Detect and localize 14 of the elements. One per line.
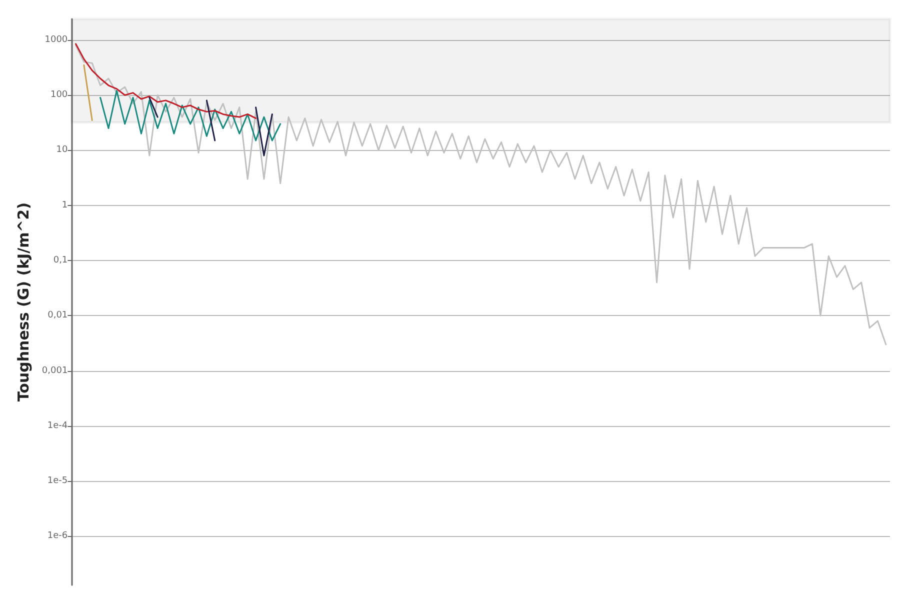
line-series: [100, 90, 282, 142]
line-series: [75, 43, 257, 120]
y-tick-label: 0,001: [42, 366, 68, 376]
y-tick-label: 1000: [44, 34, 68, 45]
y-tick-label: 0,1: [53, 255, 68, 266]
line-series: [75, 44, 887, 346]
y-tick-label: 10: [56, 145, 68, 156]
y-tick-label: 100: [50, 90, 68, 100]
y-tick-label: 0,01: [48, 310, 68, 321]
y-tick-label: 1e-4: [47, 420, 68, 431]
y-tick-label: 1e-5: [47, 476, 68, 486]
y-axis-title: Toughness (G) (kJ/m^2): [14, 202, 32, 402]
y-tick-label: 1e-6: [47, 531, 68, 542]
y-tick-label: 1: [62, 200, 68, 210]
